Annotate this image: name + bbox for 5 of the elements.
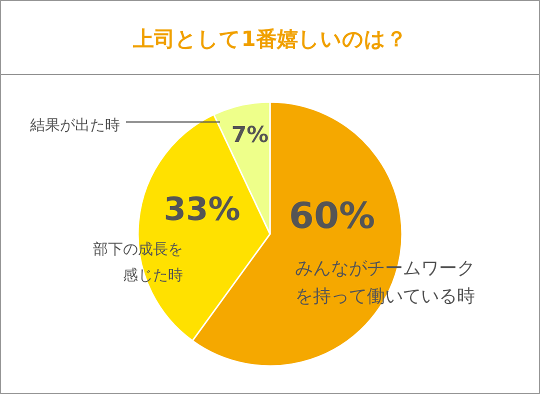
data-label: 33% bbox=[164, 190, 240, 228]
data-label: 7% bbox=[231, 123, 269, 148]
slice-label: 結果が出た時 bbox=[29, 116, 120, 134]
data-label: 60% bbox=[288, 196, 376, 237]
chart-title: 上司として1番嬉しいのは？ bbox=[132, 27, 407, 51]
